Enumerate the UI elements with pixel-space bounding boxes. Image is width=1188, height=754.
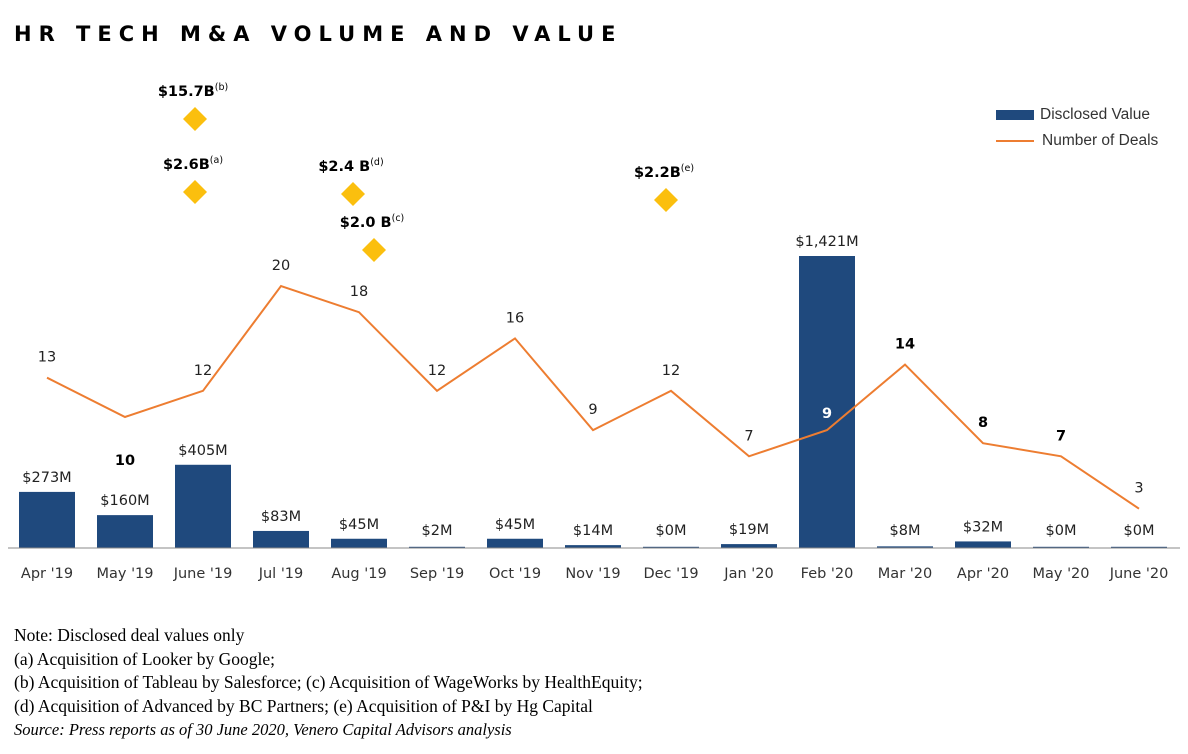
footnote-b-c: (b) Acquisition of Tableau by Salesforce…	[14, 672, 643, 692]
bar-jan-20	[721, 544, 777, 548]
bar-sep-19	[409, 546, 465, 548]
bar-apr-20	[955, 541, 1011, 548]
bar-may-19	[97, 515, 153, 548]
chart-title: HR TECH M&A VOLUME AND VALUE	[14, 22, 623, 46]
x-tick-label: June '19	[173, 566, 233, 582]
footnote-source: Source: Press reports as of 30 June 2020…	[14, 720, 512, 739]
x-tick-label: Apr '20	[957, 566, 1009, 582]
bar-mar-20	[877, 546, 933, 548]
legend-line-swatch	[996, 140, 1034, 142]
x-tick-label: Jul '19	[258, 566, 304, 582]
x-tick-label: Apr '19	[21, 566, 73, 582]
large-deal-footnote-ref: (b)	[215, 82, 228, 93]
labels-layer: $273M $160M $405M $83M $45M $2M $45M $14M $0M $19…	[21, 82, 1168, 582]
x-tick-label: Mar '20	[878, 566, 932, 582]
large-deal-label: $2.4 B(d)	[318, 157, 383, 175]
bar-nov-19	[565, 545, 621, 548]
x-tick-label: Nov '19	[565, 566, 620, 582]
chart-legend: Disclosed Value Number of Deals	[996, 102, 1158, 154]
bar-value-label: $1,421M	[795, 234, 858, 250]
bar-value-label: $0M	[1124, 523, 1155, 539]
line-value-label: 7	[744, 428, 753, 444]
bar-may-20	[1033, 546, 1089, 548]
large-deal-footnote-ref: (d)	[370, 157, 383, 168]
line-value-label: 18	[350, 284, 368, 300]
large-deal-footnote-ref: (a)	[210, 155, 223, 166]
footnote-note: Note: Disclosed deal values only	[14, 625, 245, 645]
line-value-label: 16	[506, 310, 524, 326]
bar-value-label: $2M	[422, 523, 453, 539]
line-value-label: 3	[1134, 481, 1143, 497]
bars-layer	[19, 256, 1167, 548]
bar-value-label: $273M	[22, 470, 71, 486]
legend-item-disclosed-value: Disclosed Value	[996, 102, 1158, 128]
line-value-label: 8	[978, 415, 988, 431]
large-deal-marker	[183, 180, 207, 204]
large-deal-label: $15.7B(b)	[158, 82, 228, 100]
line-value-label: 14	[895, 337, 915, 353]
x-tick-label: May '19	[96, 566, 153, 582]
bar-apr-19	[19, 491, 75, 548]
footnotes: Note: Disclosed deal values only (a) Acq…	[14, 624, 643, 742]
x-tick-label: Jan '20	[723, 566, 773, 582]
bar-aug-19	[331, 538, 387, 548]
x-tick-label: Aug '19	[331, 566, 386, 582]
x-tick-label: Sep '19	[410, 566, 464, 582]
bar-value-label: $32M	[963, 519, 1003, 535]
x-tick-label: Dec '19	[643, 566, 698, 582]
line-value-label: 9	[588, 402, 597, 418]
bar-value-label: $0M	[656, 523, 687, 539]
line-value-label: 20	[272, 258, 290, 274]
legend-line-label: Number of Deals	[1042, 132, 1159, 149]
line-value-label: 13	[38, 350, 56, 366]
large-deal-label: $2.2B(e)	[634, 163, 694, 181]
x-tick-label: Oct '19	[489, 566, 541, 582]
large-deal-footnote-ref: (e)	[681, 163, 694, 174]
large-deal-label: $2.0 B(c)	[340, 213, 405, 231]
large-deal-marker	[654, 188, 678, 212]
large-deal-label: $2.6B(a)	[163, 155, 223, 173]
bar-june-19	[175, 464, 231, 548]
large-deals-layer	[183, 107, 678, 262]
line-value-label: 12	[662, 363, 680, 379]
bar-dec-19	[643, 546, 699, 548]
line-value-label: 12	[194, 363, 212, 379]
x-tick-label: Feb '20	[801, 566, 854, 582]
x-tick-label: May '20	[1032, 566, 1089, 582]
legend-bar-swatch	[996, 110, 1034, 120]
line-value-label: 7	[1056, 428, 1066, 444]
bar-value-label: $8M	[890, 523, 921, 539]
chart-plot: $273M $160M $405M $83M $45M $2M $45M $14M $0M $19…	[8, 82, 1180, 582]
x-tick-label: June '20	[1109, 566, 1169, 582]
bar-feb-20	[799, 256, 855, 548]
footnote-d-e: (d) Acquisition of Advanced by BC Partne…	[14, 695, 593, 716]
bar-june-20	[1111, 546, 1167, 548]
large-deal-marker	[183, 107, 207, 131]
line-value-label: 10	[115, 453, 135, 469]
line-value-label: 9	[822, 406, 832, 422]
bar-value-label: $160M	[100, 493, 149, 509]
footnote-a: (a) Acquisition of Looker by Google;	[14, 648, 275, 669]
bar-value-label: $0M	[1046, 523, 1077, 539]
line-value-label: 12	[428, 363, 446, 379]
legend-item-number-of-deals: Number of Deals	[996, 128, 1158, 154]
large-deal-marker	[341, 182, 365, 206]
bar-value-label: $83M	[261, 509, 301, 525]
line-number-of-deals	[46, 284, 1140, 510]
line-layer	[46, 284, 1140, 510]
legend-bar-label: Disclosed Value	[1040, 106, 1150, 123]
bar-value-label: $14M	[573, 523, 613, 539]
bar-oct-19	[487, 538, 543, 548]
bar-value-label: $19M	[729, 522, 769, 538]
bar-value-label: $405M	[178, 443, 227, 459]
large-deal-footnote-ref: (c)	[392, 213, 405, 224]
bar-jul-19	[253, 530, 309, 548]
large-deal-marker	[362, 238, 386, 262]
bar-value-label: $45M	[495, 517, 535, 533]
bar-value-label: $45M	[339, 517, 379, 533]
